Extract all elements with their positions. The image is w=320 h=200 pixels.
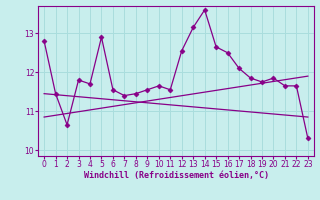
X-axis label: Windchill (Refroidissement éolien,°C): Windchill (Refroidissement éolien,°C): [84, 171, 268, 180]
